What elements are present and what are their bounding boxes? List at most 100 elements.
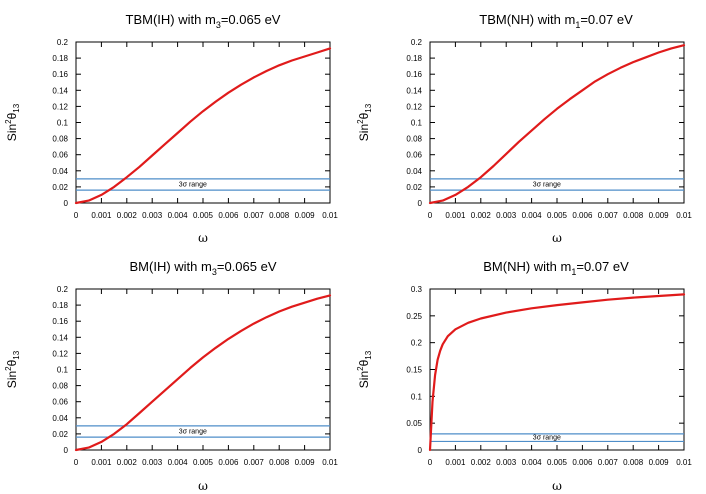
x-tick-label: 0.002 — [117, 458, 138, 467]
y-tick-label: 0.12 — [52, 349, 68, 358]
y-tick-label: 0.1 — [411, 392, 423, 401]
data-curve — [74, 294, 332, 452]
y-axis-label: Sin2θ13 — [356, 103, 373, 141]
y-tick-label: 0.1 — [411, 119, 423, 128]
x-tick-label: 0.004 — [168, 211, 189, 220]
y-tick-label: 0.25 — [406, 312, 422, 321]
data-curve — [428, 293, 686, 452]
x-axis-label: ω — [198, 231, 208, 245]
x-tick-label: 0.002 — [471, 458, 492, 467]
y-tick-label: 0.14 — [52, 86, 68, 95]
y-tick-label: 0.1 — [57, 119, 69, 128]
x-tick-label: 0.01 — [676, 458, 692, 467]
x-tick-label: 0.007 — [244, 211, 265, 220]
y-axis-label: Sin2θ13 — [356, 350, 373, 388]
x-tick-label: 0.003 — [142, 458, 163, 467]
chart-title: TBM(NH) with m1=0.07 eV — [479, 12, 633, 30]
x-tick-label: 0 — [428, 211, 433, 220]
chart-panel-3: BM(IH) with m3=0.065 eV Sin2θ13 ω 0 0.001 0.0… — [4, 259, 338, 493]
chart-panel-1: TBM(IH) with m3=0.065 eV Sin2θ13 ω 0 0.001 0.… — [4, 12, 338, 245]
y-tick-label: 0.06 — [52, 398, 68, 407]
x-tick-label: 0.007 — [598, 211, 619, 220]
y-tick-label: 0.05 — [406, 419, 422, 428]
x-tick-label: 0.001 — [91, 211, 112, 220]
x-tick-label: 0 — [74, 458, 79, 467]
plot-frame — [429, 288, 685, 451]
x-tick-label: 0.006 — [218, 458, 239, 467]
y-tick-label: 0.18 — [52, 54, 68, 63]
chart-panel-4: BM(NH) with m1=0.07 eV Sin2θ13 ω 0 0.001 0.00… — [356, 259, 692, 493]
y-tick-label: 0.08 — [406, 135, 422, 144]
y-tick-label: 0.14 — [406, 86, 422, 95]
x-tick-label: 0.006 — [218, 211, 239, 220]
x-tick-label: 0.009 — [649, 458, 670, 467]
data-curve — [74, 47, 332, 205]
y-tick-label: 0.14 — [52, 333, 68, 342]
y-axis-label: Sin2θ13 — [4, 350, 21, 388]
y-tick-label: 0.15 — [406, 366, 422, 375]
x-axis-label: ω — [552, 479, 562, 493]
x-tick-label: 0.001 — [445, 211, 466, 220]
x-tick-label: 0.003 — [496, 458, 517, 467]
y-tick-label: 0.08 — [52, 382, 68, 391]
y-tick-label: 0.16 — [406, 70, 422, 79]
y-tick-label: 0.02 — [52, 183, 68, 192]
y-tick-label: 0.12 — [406, 102, 422, 111]
band-label: 3σ range — [179, 181, 207, 188]
y-tick-label: 0.06 — [406, 151, 422, 160]
y-axis-label: Sin2θ13 — [4, 103, 21, 141]
x-tick-label: 0.008 — [623, 458, 644, 467]
y-tick-label: 0.04 — [52, 167, 68, 176]
x-tick-label: 0.001 — [91, 458, 112, 467]
y-tick-label: 0 — [64, 199, 69, 208]
y-tick-label: 0.12 — [52, 102, 68, 111]
y-tick-label: 0.2 — [411, 38, 423, 47]
x-tick-label: 0.005 — [193, 211, 214, 220]
x-tick-label: 0.003 — [142, 211, 163, 220]
x-tick-label: 0.001 — [445, 458, 466, 467]
x-tick-label: 0.003 — [496, 211, 517, 220]
x-tick-label: 0.002 — [471, 211, 492, 220]
y-tick-label: 0.06 — [52, 151, 68, 160]
band-label: 3σ range — [533, 435, 561, 442]
chart-title: BM(NH) with m1=0.07 eV — [483, 259, 629, 277]
y-tick-label: 0.18 — [406, 54, 422, 63]
y-tick-label: 0.18 — [52, 301, 68, 310]
y-tick-label: 0.08 — [52, 135, 68, 144]
x-tick-label: 0.01 — [322, 458, 338, 467]
x-tick-label: 0.009 — [295, 458, 316, 467]
x-tick-label: 0 — [74, 211, 79, 220]
band-label: 3σ range — [533, 181, 561, 188]
x-tick-label: 0.006 — [572, 211, 593, 220]
y-tick-label: 0 — [418, 199, 423, 208]
x-tick-label: 0.007 — [598, 458, 619, 467]
x-tick-label: 0.004 — [168, 458, 189, 467]
x-tick-label: 0.005 — [547, 211, 568, 220]
y-tick-label: 0.16 — [52, 317, 68, 326]
x-tick-label: 0.005 — [547, 458, 568, 467]
y-tick-label: 0.04 — [406, 167, 422, 176]
x-tick-label: 0.009 — [649, 211, 670, 220]
y-tick-label: 0.1 — [57, 366, 69, 375]
chart-title: TBM(IH) with m3=0.065 eV — [126, 12, 281, 30]
x-tick-label: 0 — [428, 458, 433, 467]
y-tick-label: 0.2 — [57, 285, 69, 294]
x-tick-label: 0.007 — [244, 458, 265, 467]
x-tick-label: 0.006 — [572, 458, 593, 467]
x-tick-label: 0.008 — [269, 211, 290, 220]
chart-panel-2: TBM(NH) with m1=0.07 eV Sin2θ13 ω 0 0.001 0.0… — [356, 12, 692, 245]
x-tick-label: 0.004 — [522, 458, 543, 467]
y-tick-label: 0.2 — [57, 38, 69, 47]
data-curve — [428, 44, 686, 205]
x-tick-label: 0.01 — [322, 211, 338, 220]
x-tick-label: 0.005 — [193, 458, 214, 467]
y-tick-label: 0.3 — [411, 285, 423, 294]
y-tick-label: 0.04 — [52, 414, 68, 423]
y-tick-label: 0.02 — [52, 430, 68, 439]
y-tick-label: 0.02 — [406, 183, 422, 192]
x-tick-label: 0.002 — [117, 211, 138, 220]
x-tick-label: 0.008 — [623, 211, 644, 220]
y-tick-label: 0 — [64, 446, 69, 455]
y-tick-label: 0 — [418, 446, 423, 455]
